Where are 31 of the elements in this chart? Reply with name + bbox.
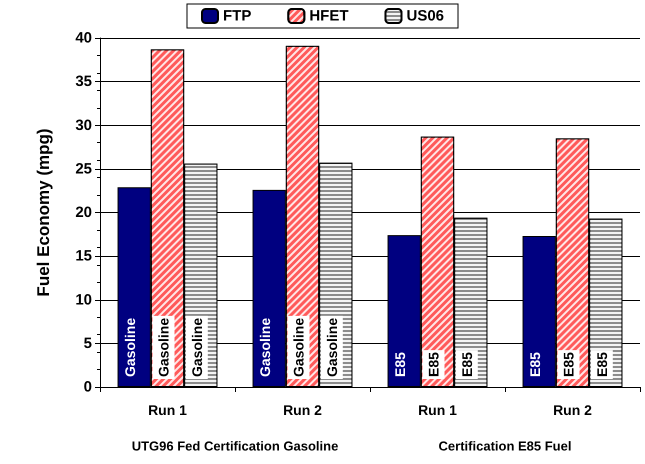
y-tick-label: 30 bbox=[75, 116, 92, 134]
data-label: Gasoline bbox=[122, 318, 138, 377]
data-label: E85 bbox=[426, 352, 442, 377]
data-label: Gasoline bbox=[257, 318, 274, 377]
y-tick-label: 25 bbox=[75, 160, 92, 178]
y-tick-label: 0 bbox=[84, 378, 92, 396]
data-label: Gasoline bbox=[188, 318, 205, 377]
data-label: E85 bbox=[560, 352, 576, 377]
data-label: E85 bbox=[527, 352, 544, 377]
data-label: Gasoline bbox=[290, 318, 306, 377]
y-tick-label: 35 bbox=[75, 73, 92, 90]
y-tick-label: 15 bbox=[75, 248, 92, 265]
text: Certification E85 Fuel bbox=[438, 438, 572, 454]
y-axis-title: Fuel Economy (mpg) bbox=[34, 128, 53, 297]
data-label: E85 bbox=[458, 352, 475, 377]
y-tick-label: 20 bbox=[75, 204, 92, 221]
legend-label: US06 bbox=[406, 8, 444, 24]
y-tick-label: 40 bbox=[75, 30, 92, 46]
y-tick-label: 10 bbox=[75, 291, 92, 308]
x-tick-label: Run 1 bbox=[418, 402, 458, 418]
y-tick-label: 5 bbox=[84, 334, 92, 352]
data-label: Gasoline bbox=[156, 318, 172, 377]
text: UTG96 Fed Certification Gasoline bbox=[132, 438, 338, 454]
x-tick-label: Run 1 bbox=[148, 402, 188, 418]
x-tick-label: Run 2 bbox=[553, 402, 592, 418]
legend-label: FTP bbox=[222, 8, 252, 24]
data-label: E85 bbox=[594, 352, 610, 377]
data-label: Gasoline bbox=[324, 318, 340, 377]
legend-label: HFET bbox=[309, 8, 348, 24]
x-tick-label: Run 2 bbox=[283, 402, 322, 418]
data-label: E85 bbox=[392, 352, 408, 377]
